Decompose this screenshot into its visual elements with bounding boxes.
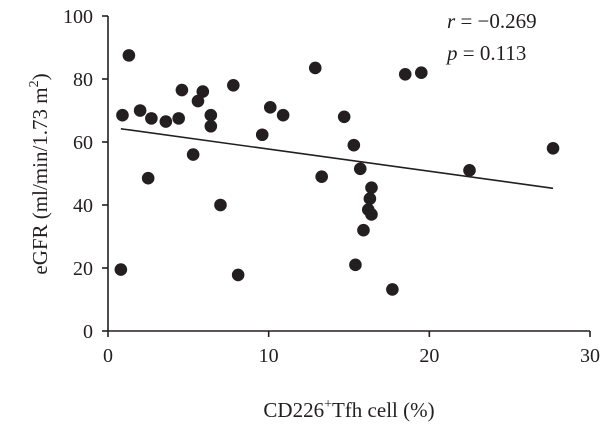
y-axis-title-rest: ) xyxy=(28,73,52,80)
data-point xyxy=(133,104,147,117)
data-point xyxy=(141,171,155,185)
data-point xyxy=(172,112,185,125)
x-axis-title: CD226+Tfh cell (%) xyxy=(263,397,434,422)
data-point xyxy=(337,110,351,124)
x-axis-title-sup: + xyxy=(324,397,332,412)
p-value: = 0.113 xyxy=(458,41,527,65)
data-point xyxy=(263,101,277,114)
data-point xyxy=(315,170,328,183)
data-point xyxy=(463,164,476,177)
y-tick-label: 0 xyxy=(83,321,93,343)
data-point xyxy=(308,61,322,75)
p-symbol: p xyxy=(445,41,458,65)
data-point xyxy=(159,115,173,128)
x-axis-title-rest: Tfh cell (%) xyxy=(332,398,435,422)
data-point xyxy=(227,79,240,92)
data-point xyxy=(398,67,412,81)
x-axis-title-main: CD226 xyxy=(263,398,324,422)
y-axis-title: eGFR (ml/min/1.73 m2) xyxy=(27,73,52,274)
data-point xyxy=(145,112,158,125)
r-symbol: r xyxy=(447,9,456,33)
regression-line xyxy=(120,127,554,190)
data-point xyxy=(353,162,367,176)
x-tick-label: 30 xyxy=(580,345,600,367)
y-tick-label: 100 xyxy=(63,6,93,28)
data-point xyxy=(276,108,290,122)
x-axis-ticks: 0 10 20 30 xyxy=(103,331,600,367)
y-tick-label: 80 xyxy=(73,69,93,91)
y-axis-ticks: 0 20 40 60 80 100 xyxy=(63,6,108,343)
data-point xyxy=(116,108,129,122)
data-point xyxy=(365,181,378,194)
data-point xyxy=(122,49,136,62)
y-axis-title-main: eGFR (ml/min/1.73 m xyxy=(28,87,52,274)
y-tick-label: 40 xyxy=(73,195,93,217)
regression-line-group xyxy=(120,127,554,190)
data-point xyxy=(255,128,269,142)
data-point xyxy=(204,119,218,133)
data-point xyxy=(175,83,189,97)
y-tick-label: 60 xyxy=(73,132,93,154)
data-point xyxy=(357,223,370,237)
data-point xyxy=(114,263,128,276)
data-point xyxy=(191,94,205,108)
data-point xyxy=(347,138,361,152)
data-point xyxy=(196,85,210,98)
data-point xyxy=(186,148,200,161)
stats-annotation: r = −0.269 p = 0.113 xyxy=(445,9,537,65)
x-tick-label: 20 xyxy=(419,345,439,367)
y-tick-label: 20 xyxy=(73,258,93,280)
x-tick-label: 0 xyxy=(103,345,113,367)
x-tick-label: 10 xyxy=(259,345,279,367)
data-point xyxy=(415,66,428,79)
data-point xyxy=(363,192,377,205)
data-point xyxy=(546,142,560,155)
y-axis-title-sup: 2 xyxy=(27,80,42,87)
p-statistic: p = 0.113 xyxy=(445,41,526,65)
data-point xyxy=(231,268,245,282)
data-point xyxy=(349,258,362,272)
data-points xyxy=(114,49,560,296)
axes xyxy=(107,16,590,332)
r-statistic: r = −0.269 xyxy=(447,9,537,33)
r-value: = −0.269 xyxy=(455,9,536,33)
data-point xyxy=(386,283,399,296)
data-point xyxy=(214,198,227,212)
data-point xyxy=(204,108,218,122)
data-point xyxy=(365,208,378,221)
